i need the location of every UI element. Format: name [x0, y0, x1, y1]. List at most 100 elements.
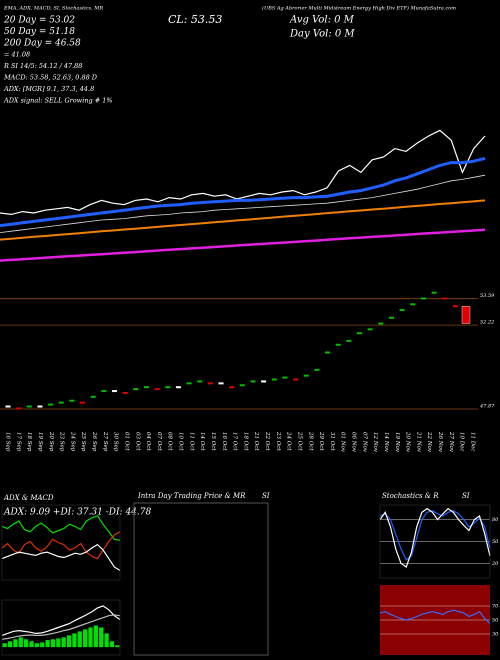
x-tick-label: 11 Dec: [470, 432, 476, 452]
panel-frame: [1, 599, 121, 656]
x-tick-label: 27 Sep: [102, 431, 108, 452]
bar: [197, 380, 203, 383]
bar: [271, 378, 277, 381]
x-tick-label: 17 Oct: [232, 432, 238, 451]
panel-frame: [133, 502, 269, 656]
y-tick-label: 80: [492, 517, 499, 523]
adx-label: ADX: 9.09 +DI: 37.31 -DI: 44.78: [3, 508, 151, 518]
x-tick-label: 16 Sep: [5, 432, 11, 452]
bar: [5, 405, 11, 408]
header-left: EMA, ADX, MACD, SI, Stochastics, MR: [3, 6, 103, 12]
histogram-bar: [93, 625, 99, 648]
x-tick-label: 21 Nov: [415, 431, 421, 453]
bar: [48, 403, 54, 406]
histogram-bar: [66, 635, 72, 648]
bar: [399, 309, 405, 312]
x-tick-label: 07 Nov: [361, 432, 367, 453]
bar: [461, 306, 471, 324]
series-line: [1, 614, 121, 640]
bar: [293, 378, 299, 381]
x-tick-label: 19 Nov: [394, 432, 400, 453]
x-tick-label: 10 Oct: [178, 432, 184, 451]
histogram-bar: [2, 643, 7, 648]
y-tick-label: 52.22: [480, 320, 494, 326]
y-tick-label: 50: [492, 539, 499, 545]
avg-vol: Avg Vol: 0 M: [289, 15, 355, 26]
series-line: [0, 156, 486, 228]
x-tick-label: 25 Sep: [80, 431, 86, 452]
close-label: CL: 53.53: [168, 13, 222, 26]
x-tick-label: 20 Sep: [48, 431, 54, 452]
x-tick-label: 15 Oct: [210, 432, 216, 451]
bar: [346, 339, 352, 342]
x-tick-label: 25 Oct: [296, 431, 302, 451]
x-tick-label: 21 Oct: [253, 431, 259, 451]
bar: [452, 305, 458, 308]
histogram-bar: [109, 641, 115, 648]
series-line: [0, 199, 486, 241]
bar: [356, 332, 362, 335]
bar: [58, 401, 64, 404]
y-tick-label: 70: [492, 604, 499, 610]
x-tick-label: 18 Sep: [26, 432, 32, 452]
histogram-bar: [77, 631, 82, 648]
series-line: [0, 174, 486, 233]
bar: [90, 395, 96, 398]
histogram-bar: [82, 629, 88, 648]
x-tick-label: 14 Oct: [199, 432, 205, 451]
histogram-bar: [34, 643, 40, 648]
histogram-bar: [115, 645, 120, 648]
panel-frame: [379, 504, 491, 579]
x-tick-label: 01 Oct: [123, 432, 129, 451]
stat-line: 200 Day = 46.58: [3, 39, 81, 49]
series-line: [379, 507, 491, 568]
x-tick-label: 26 Sep: [91, 431, 97, 452]
x-tick-label: 24 Sep: [69, 431, 75, 452]
histogram-bar: [50, 639, 56, 648]
y-tick-label: 47.87: [479, 404, 495, 410]
histogram-bar: [18, 637, 23, 648]
x-tick-label: 08 Oct: [167, 432, 173, 451]
bar: [239, 384, 245, 387]
histogram-bar: [7, 641, 13, 648]
x-tick-label: 06 Nov: [351, 432, 357, 453]
series-line: [1, 543, 121, 571]
x-tick-label: 07 Oct: [156, 432, 162, 451]
histogram-bar: [40, 642, 45, 648]
bar: [388, 316, 394, 319]
bar: [207, 382, 213, 385]
intraday-title: Intra Day Trading Price & MR: [137, 492, 246, 500]
histogram-bar: [29, 641, 34, 648]
bar: [314, 368, 320, 371]
x-tick-label: 18 Oct: [242, 432, 248, 451]
histogram-bar: [104, 633, 109, 648]
bar: [378, 322, 384, 325]
stat-line: MACD: 53.58, 52.63, 0.88 D: [3, 74, 98, 82]
bar: [431, 291, 437, 294]
x-tick-label: 20 Nov: [405, 431, 411, 453]
header-right: (UBS Ag Abrorier Multi Midstream Energy …: [262, 5, 456, 12]
x-tick-label: 22 Oct: [264, 431, 270, 451]
intraday-subtitle: SI: [262, 492, 270, 500]
x-tick-label: 23 Sep: [59, 431, 65, 452]
histogram-bar: [45, 640, 50, 648]
x-tick-label: 11 Oct: [188, 432, 194, 451]
x-tick-label: 10 Dec: [459, 432, 465, 452]
histogram-bar: [56, 638, 61, 648]
series-line: [1, 531, 121, 560]
histogram-bar: [61, 637, 66, 648]
bar: [133, 388, 139, 391]
bar: [37, 405, 43, 408]
x-tick-label: 17 Sep: [15, 432, 21, 452]
x-tick-label: 24 Oct: [286, 431, 292, 451]
x-tick-label: 28 Oct: [307, 431, 313, 451]
bar: [186, 382, 192, 385]
panel-frame: [1, 504, 121, 581]
stoch-title: Stochastics & R: [382, 492, 439, 500]
x-tick-label: 16 Oct: [221, 432, 227, 451]
bar: [218, 382, 224, 385]
stat-line: 20 Day = 53.02: [3, 16, 75, 26]
series-line: [0, 228, 486, 262]
